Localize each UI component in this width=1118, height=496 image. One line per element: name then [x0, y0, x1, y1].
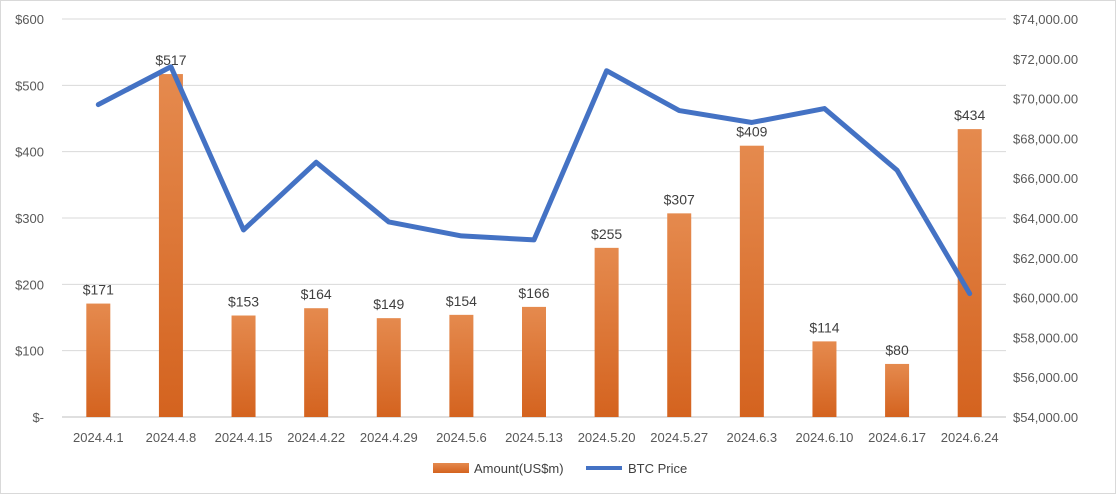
right-axis-ticks: $54,000.00 $56,000.00 $58,000.00 $60,000.00…: [1013, 12, 1078, 425]
right-tick-label: $74,000.00: [1013, 12, 1078, 27]
left-tick-label: $200: [15, 277, 44, 292]
x-tick-label: 2024.5.6: [436, 430, 487, 445]
bar: [304, 308, 329, 417]
right-tick-label: $66,000.00: [1013, 171, 1078, 186]
bar: [812, 341, 837, 417]
left-tick-label: $600: [15, 12, 44, 27]
btc-price-line: [95, 64, 973, 297]
bar: [667, 213, 692, 417]
left-axis-ticks: $- $100 $200 $300 $400 $500 $600: [15, 12, 44, 425]
bar-data-label: $307: [664, 191, 695, 207]
bar: [231, 315, 256, 417]
x-tick-label: 2024.4.8: [146, 430, 197, 445]
bar-data-label: $409: [736, 124, 767, 140]
bar: [957, 129, 982, 417]
bar-data-label: $255: [591, 226, 622, 242]
right-tick-label: $58,000.00: [1013, 330, 1078, 345]
bar: [739, 145, 764, 418]
x-tick-label: 2024.4.1: [73, 430, 124, 445]
bar-series: [86, 74, 982, 418]
bar: [376, 318, 401, 417]
right-tick-label: $62,000.00: [1013, 251, 1078, 266]
bar-data-label: $154: [446, 293, 477, 309]
bar-data-label: $517: [155, 52, 186, 68]
bar: [86, 303, 111, 417]
right-tick-label: $60,000.00: [1013, 291, 1078, 306]
x-tick-label: 2024.6.10: [796, 430, 854, 445]
left-tick-label: $100: [15, 344, 44, 359]
bar-data-label: $153: [228, 294, 259, 310]
bar-data-label: $166: [518, 285, 549, 301]
left-tick-label: $500: [15, 78, 44, 93]
left-tick-label: $400: [15, 145, 44, 160]
right-tick-label: $70,000.00: [1013, 92, 1078, 107]
x-tick-label: 2024.6.17: [868, 430, 926, 445]
bar-data-label: $80: [885, 342, 909, 358]
legend-swatch-amount: [433, 463, 469, 473]
left-tick-label: $300: [15, 211, 44, 226]
legend: Amount(US$m) BTC Price: [433, 461, 687, 476]
x-tick-label: 2024.4.15: [215, 430, 273, 445]
bar: [885, 363, 910, 417]
x-tick-label: 2024.6.24: [941, 430, 999, 445]
x-tick-label: 2024.5.27: [650, 430, 708, 445]
bar: [594, 247, 619, 417]
right-tick-label: $64,000.00: [1013, 211, 1078, 226]
bar-data-label: $149: [373, 296, 404, 312]
legend-label-amount: Amount(US$m): [474, 461, 564, 476]
gridlines: [62, 18, 1006, 418]
bar: [158, 74, 183, 417]
x-tick-label: 2024.5.13: [505, 430, 563, 445]
x-tick-label: 2024.4.29: [360, 430, 418, 445]
bar: [449, 314, 474, 417]
right-tick-label: $54,000.00: [1013, 410, 1078, 425]
x-tick-label: 2024.6.3: [727, 430, 778, 445]
right-tick-label: $72,000.00: [1013, 52, 1078, 67]
x-tick-label: 2024.4.22: [287, 430, 345, 445]
bar-data-label: $114: [809, 319, 839, 335]
data-labels: $171 $517 $153 $164 $149 $154 $166 $255 $307 $409…: [83, 52, 986, 358]
right-tick-label: $56,000.00: [1013, 370, 1078, 385]
bar-data-label: $164: [301, 286, 332, 302]
x-axis-ticks: 2024.4.1 2024.4.8 2024.4.15 2024.4.22 2024.4…: [73, 430, 999, 445]
bar-data-label: $171: [83, 282, 114, 298]
left-tick-label: $-: [32, 410, 44, 425]
x-tick-label: 2024.5.20: [578, 430, 636, 445]
line-series: [95, 64, 973, 297]
bar: [522, 306, 546, 417]
legend-label-btc: BTC Price: [628, 461, 687, 476]
bar-data-label: $434: [954, 107, 985, 123]
right-tick-label: $68,000.00: [1013, 131, 1078, 146]
